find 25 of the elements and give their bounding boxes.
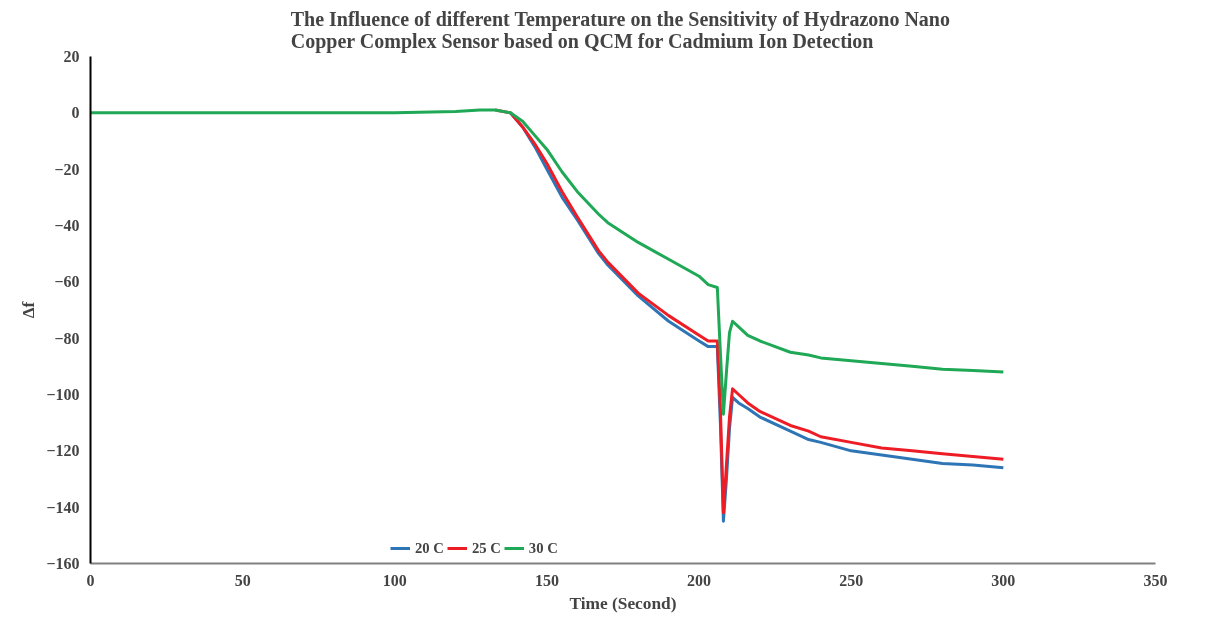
y-tick-label: −80 (54, 329, 80, 347)
legend-label: 30 C (528, 539, 558, 557)
x-axis-title: Time (Second) (569, 593, 677, 613)
y-tick-label: −140 (46, 498, 80, 516)
y-tick-label: −40 (54, 217, 80, 234)
y-tick-label: −160 (46, 555, 80, 572)
y-tick-label: −100 (46, 386, 80, 403)
x-tick-label: 50 (234, 571, 251, 589)
x-tick-label: 250 (839, 571, 864, 589)
legend-label: 20 C (415, 539, 444, 557)
x-tick-label: 300 (991, 571, 1016, 589)
legend-label: 25 C (471, 539, 501, 557)
line-series (90, 108, 1005, 416)
y-tick-label: −20 (54, 160, 80, 178)
x-tick-label: 100 (382, 571, 407, 589)
x-tick-label: 350 (1143, 571, 1168, 589)
y-tick-label: −60 (54, 273, 80, 291)
x-tick-label: 150 (534, 571, 559, 589)
x-tick-label: 0 (86, 571, 95, 589)
y-axis-title: Δf (19, 301, 39, 319)
chart-title: The Influence of different Temperature on the Sensitivity of Hydrazono Nano Copper Complex Sensor based on QCM for Cadmium Ion Detection (290, 7, 950, 53)
x-tick-label: 200 (687, 571, 712, 589)
y-tick-label: 20 (63, 48, 80, 65)
y-tick-label: 0 (71, 104, 80, 122)
y-tick-label: −120 (46, 442, 80, 460)
